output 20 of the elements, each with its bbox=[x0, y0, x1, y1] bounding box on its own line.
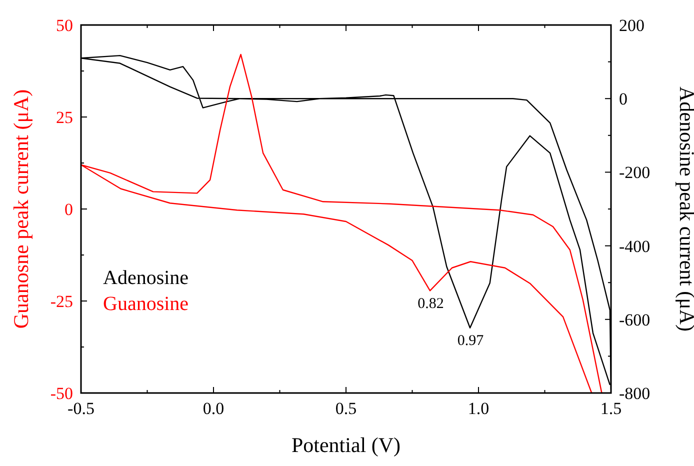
y-tick-label: 0 bbox=[64, 200, 73, 219]
y-axis-title: Guanosne peak current (μA) bbox=[9, 89, 33, 329]
annotation: 0.97 bbox=[457, 332, 484, 349]
x-tick-label: 1.5 bbox=[600, 399, 622, 418]
y2-tick-label: -600 bbox=[619, 310, 650, 330]
x-axis-title: Potential (V) bbox=[291, 433, 401, 457]
text: Guanosine bbox=[103, 293, 189, 315]
y-tick-label: 25 bbox=[56, 108, 73, 127]
x-tick-label: 0.5 bbox=[335, 399, 357, 418]
y2-tick-label: 200 bbox=[619, 16, 644, 35]
y-tick-label: -25 bbox=[50, 292, 73, 311]
y2-tick-label: 0 bbox=[619, 90, 628, 109]
annotation: 0.82 bbox=[418, 296, 444, 312]
x-tick-label: 1.0 bbox=[468, 399, 490, 418]
y-tick-label: 50 bbox=[56, 16, 73, 35]
x-tick-label: 0.0 bbox=[202, 399, 224, 418]
text: Adenosine bbox=[103, 267, 189, 289]
y2-tick-label: -400 bbox=[619, 236, 650, 256]
y2-tick-label: -200 bbox=[619, 163, 650, 182]
y2-tick-label: -800 bbox=[619, 384, 650, 403]
